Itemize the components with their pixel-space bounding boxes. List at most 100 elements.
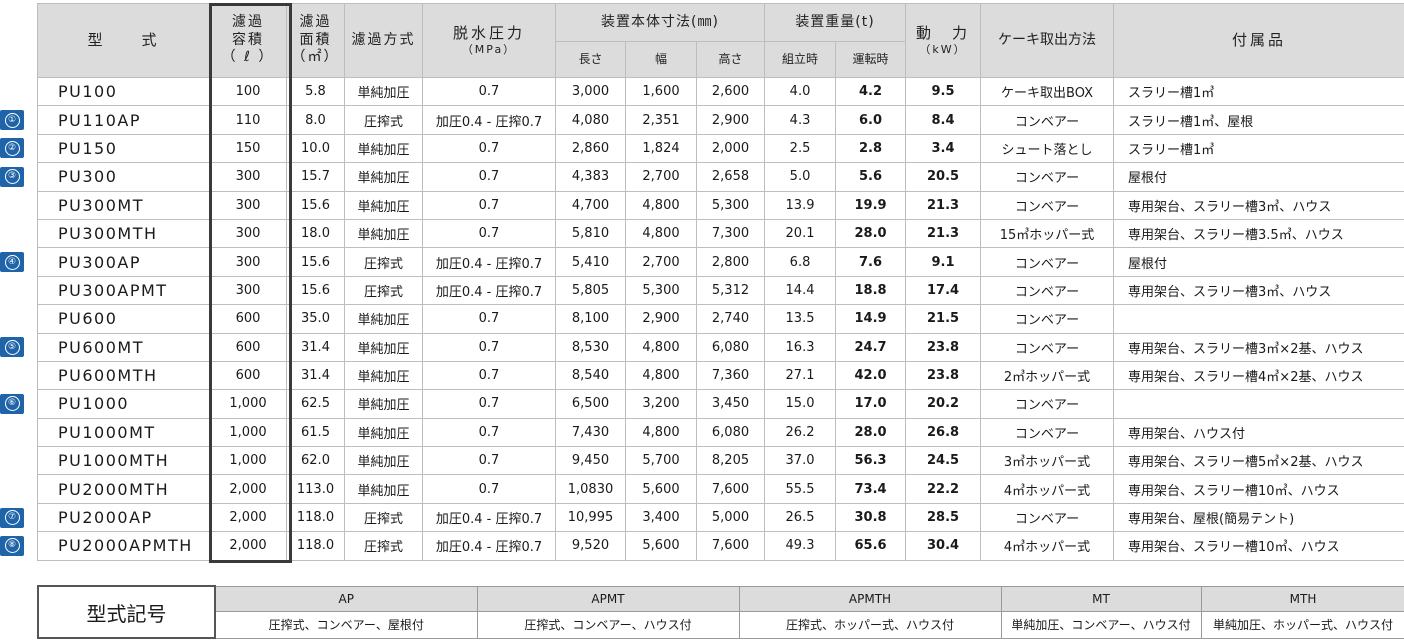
area-cell: 118.0 <box>286 531 345 561</box>
height-cell: 2,740 <box>695 304 766 334</box>
accessories-cell: スラリー槽1㎥ <box>1113 76 1404 107</box>
weight-operation-cell: 2.8 <box>835 133 907 164</box>
weight-operation-cell: 5.6 <box>835 162 907 192</box>
height-cell: 6,080 <box>695 417 766 448</box>
height-cell: 6,080 <box>695 332 766 362</box>
table-row: PU1000 1,000 62.5 単純加圧 0.7 6,500 3,200 3,450 15.… <box>37 389 1404 419</box>
cake-method-cell: コンベアー <box>980 417 1115 448</box>
height-cell: 5,312 <box>695 275 766 306</box>
spec-body: PU100 100 5.8 単純加圧 0.7 3,000 1,600 2,600 4.0 4.2 9… <box>37 76 1404 561</box>
weight-operation-cell: 17.0 <box>835 389 907 419</box>
model-cell: PU600MTH <box>37 360 210 391</box>
length-cell: 8,530 <box>555 332 626 362</box>
method-cell: 単純加圧 <box>344 133 423 164</box>
method-cell: 圧搾式 <box>344 275 423 306</box>
capacity-cell: 300 <box>209 275 287 306</box>
method-cell: 単純加圧 <box>344 190 423 220</box>
width-cell: 5,700 <box>625 446 697 476</box>
weight-assembly-cell: 20.1 <box>764 218 837 249</box>
area-cell: 118.0 <box>286 502 345 533</box>
capacity-cell: 300 <box>209 247 287 277</box>
row-number-badge: ④ <box>0 252 24 273</box>
weight-operation-cell: 28.0 <box>835 417 907 448</box>
cake-method-cell: コンベアー <box>980 247 1115 277</box>
area-cell: 61.5 <box>286 417 345 448</box>
area-cell: 15.6 <box>286 247 345 277</box>
weight-assembly-cell: 2.5 <box>764 133 837 164</box>
power-cell: 21.3 <box>905 218 982 249</box>
weight-operation-cell: 65.6 <box>835 531 907 561</box>
table-row: PU600MT 600 31.4 単純加圧 0.7 8,530 4,800 6,080 16.3… <box>37 332 1404 362</box>
height-cell: 5,300 <box>695 190 766 220</box>
width-cell: 1,824 <box>625 133 697 164</box>
power-cell: 30.4 <box>905 531 982 561</box>
method-cell: 単純加圧 <box>344 76 423 107</box>
area-cell: 8.0 <box>286 105 345 135</box>
area-cell: 18.0 <box>286 218 345 249</box>
pressure-cell: 0.7 <box>422 474 556 504</box>
weight-operation-cell: 14.9 <box>835 304 907 334</box>
width-cell: 4,800 <box>625 417 697 448</box>
accessories-cell: 専用架台、スラリー槽3㎥×2基、ハウス <box>1113 332 1404 362</box>
power-cell: 21.3 <box>905 190 982 220</box>
weight-operation-cell: 7.6 <box>835 247 907 277</box>
legend-code: APMTH <box>738 585 1002 612</box>
row-number-badge: ⑤ <box>0 337 24 358</box>
power-cell: 23.8 <box>905 332 982 362</box>
accessories-cell: 屋根付 <box>1113 162 1404 192</box>
length-cell: 9,450 <box>555 446 626 476</box>
pressure-cell: 0.7 <box>422 76 556 107</box>
accessories-cell: 専用架台、スラリー槽3㎥、ハウス <box>1113 190 1404 220</box>
header-cake: ケーキ取出方法 <box>980 3 1115 78</box>
height-cell: 7,360 <box>695 360 766 391</box>
header-area: 濾過 面積 （㎡） <box>286 3 345 78</box>
area-cell: 62.0 <box>286 446 345 476</box>
power-cell: 28.5 <box>905 502 982 533</box>
height-cell: 2,658 <box>695 162 766 192</box>
table-row: PU2000APMTH 2,000 118.0 圧搾式 加圧0.4 - 圧搾0.7 9,5… <box>37 531 1404 561</box>
area-cell: 35.0 <box>286 304 345 334</box>
cake-method-cell: シュート落とし <box>980 133 1115 164</box>
area-cell: 62.5 <box>286 389 345 419</box>
row-number-label: ① <box>4 112 20 128</box>
weight-operation-cell: 56.3 <box>835 446 907 476</box>
cake-method-cell: コンベアー <box>980 332 1115 362</box>
width-cell: 4,800 <box>625 190 697 220</box>
weight-assembly-cell: 6.8 <box>764 247 837 277</box>
method-cell: 圧搾式 <box>344 502 423 533</box>
area-cell: 31.4 <box>286 360 345 391</box>
power-cell: 23.8 <box>905 360 982 391</box>
width-cell: 3,400 <box>625 502 697 533</box>
width-cell: 4,800 <box>625 332 697 362</box>
cake-method-cell: コンベアー <box>980 304 1115 334</box>
model-cell: PU300AP <box>37 247 210 277</box>
header-accessories: 付属品 <box>1113 3 1404 78</box>
capacity-cell: 300 <box>209 162 287 192</box>
table-row: PU2000AP 2,000 118.0 圧搾式 加圧0.4 - 圧搾0.7 10,995… <box>37 502 1404 533</box>
pressure-cell: 0.7 <box>422 133 556 164</box>
capacity-cell: 600 <box>209 360 287 391</box>
model-cell: PU110AP <box>37 105 210 135</box>
weight-operation-cell: 6.0 <box>835 105 907 135</box>
pressure-cell: 加圧0.4 - 圧搾0.7 <box>422 105 556 135</box>
model-cell: PU300 <box>37 162 210 192</box>
height-cell: 7,600 <box>695 474 766 504</box>
width-cell: 4,800 <box>625 360 697 391</box>
header-power-unit: （kW） <box>919 43 967 56</box>
accessories-cell: 専用架台、スラリー槽10㎥、ハウス <box>1113 531 1404 561</box>
model-cell: PU1000MTH <box>37 446 210 476</box>
model-cell: PU300APMT <box>37 275 210 306</box>
method-cell: 単純加圧 <box>344 304 423 334</box>
model-cell: PU2000MTH <box>37 474 210 504</box>
row-number-badge: ① <box>0 110 24 131</box>
cake-method-cell: コンベアー <box>980 502 1115 533</box>
pressure-cell: 加圧0.4 - 圧搾0.7 <box>422 247 556 277</box>
weight-assembly-cell: 4.3 <box>764 105 837 135</box>
weight-assembly-cell: 15.0 <box>764 389 837 419</box>
table-row: PU1000MT 1,000 61.5 単純加圧 0.7 7,430 4,800 6,080 2… <box>37 417 1404 448</box>
width-cell: 2,900 <box>625 304 697 334</box>
method-cell: 単純加圧 <box>344 446 423 476</box>
power-cell: 9.5 <box>905 76 982 107</box>
power-cell: 8.4 <box>905 105 982 135</box>
width-cell: 5,300 <box>625 275 697 306</box>
